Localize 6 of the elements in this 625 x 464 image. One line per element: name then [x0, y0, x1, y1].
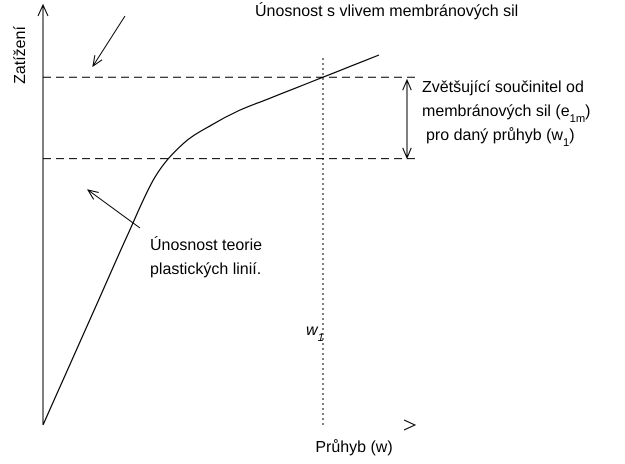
x-axis-title: Průhyb (w) [315, 439, 393, 456]
annotation: w$_{1}$ [306, 322, 324, 344]
text: Zvětšující součinitel od membránových sil (e$_{1m}$) pro daný průhyb (w$_{1}$) [422, 79, 590, 149]
text: Únosnost s vlivem membránových sil [255, 2, 518, 20]
y-axis-title: Zatížení [12, 26, 29, 84]
annotation: Únosnost teorie plastických linií. [150, 236, 262, 278]
